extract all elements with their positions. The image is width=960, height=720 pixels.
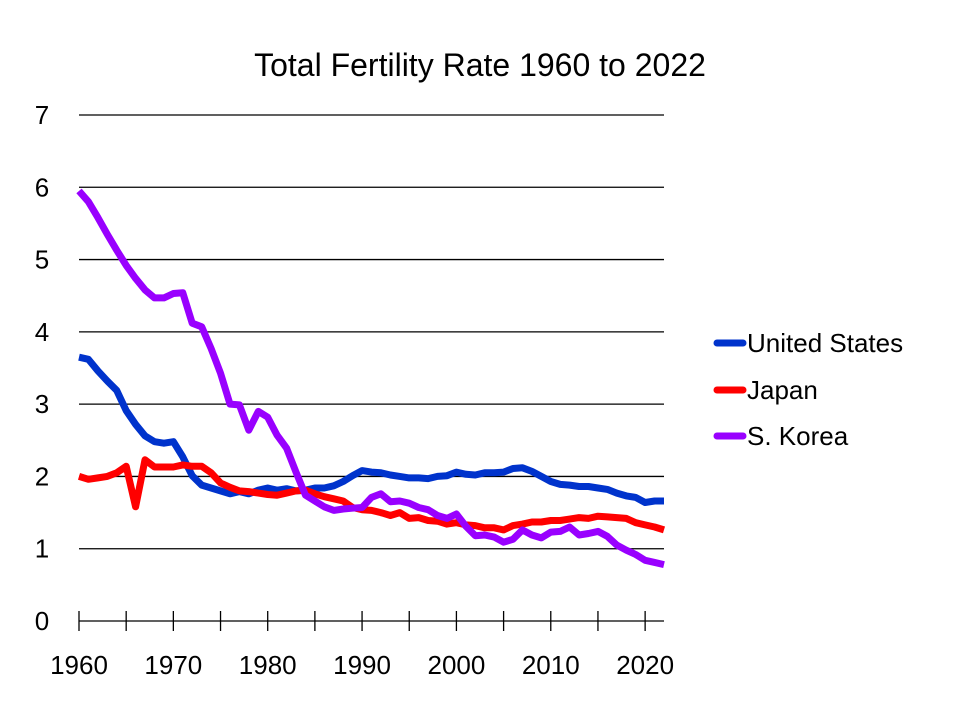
x-tick-label: 2020 bbox=[616, 650, 674, 680]
x-tick-label: 1980 bbox=[239, 650, 297, 680]
y-tick-label: 7 bbox=[35, 100, 49, 130]
y-tick-label: 3 bbox=[35, 389, 49, 419]
x-tick-label: 1960 bbox=[50, 650, 108, 680]
y-tick-label: 4 bbox=[35, 317, 49, 347]
x-tick-label: 1970 bbox=[144, 650, 202, 680]
y-tick-label: 5 bbox=[35, 245, 49, 275]
y-tick-label: 1 bbox=[35, 534, 49, 564]
gridlines bbox=[79, 114, 664, 550]
x-tick-label: 2000 bbox=[427, 650, 485, 680]
legend-label-s-korea: S. Korea bbox=[747, 421, 849, 451]
x-tick-label: 1990 bbox=[333, 650, 391, 680]
x-axis-labels: 1960 1970 1980 1990 2000 2010 2020 bbox=[50, 650, 674, 680]
legend: United States Japan S. Korea bbox=[713, 328, 903, 451]
series-line-united-states bbox=[78, 353, 664, 506]
series-lines bbox=[76, 188, 666, 569]
y-axis-labels: 0 1 2 3 4 5 6 7 bbox=[35, 100, 49, 636]
legend-label-united-states: United States bbox=[747, 328, 903, 358]
series-line-s-korea bbox=[76, 188, 665, 569]
x-tick-label: 2010 bbox=[522, 650, 580, 680]
chart-title: Total Fertility Rate 1960 to 2022 bbox=[254, 47, 706, 83]
y-tick-label: 0 bbox=[35, 606, 49, 636]
y-tick-label: 2 bbox=[35, 461, 49, 491]
legend-label-japan: Japan bbox=[747, 375, 818, 405]
series-line-japan bbox=[77, 456, 666, 534]
y-tick-label: 6 bbox=[35, 172, 49, 202]
x-axis bbox=[78, 611, 664, 631]
